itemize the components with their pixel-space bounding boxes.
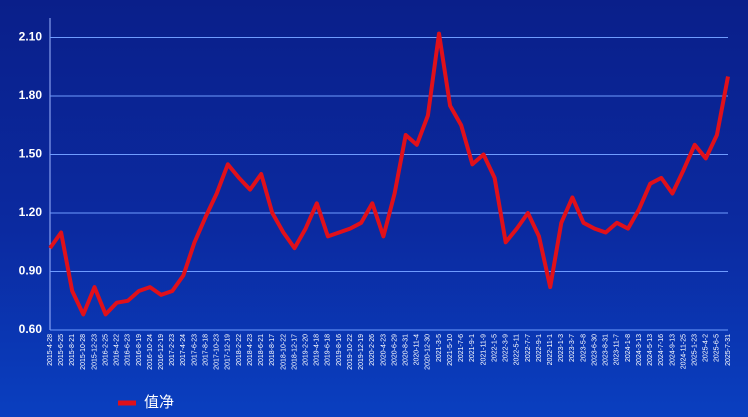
y-tick-label: 0.60	[19, 322, 43, 336]
x-tick-label: 2016-4-22	[114, 334, 121, 366]
x-tick-label: 2015-6-25	[58, 334, 65, 366]
x-tick-label: 2022-7-7	[525, 334, 532, 362]
x-tick-label: 2018-6-21	[258, 334, 265, 366]
x-tick-label: 2024-9-13	[669, 334, 676, 366]
x-tick-label: 2016-10-24	[147, 334, 154, 370]
x-tick-label: 2020-4-23	[380, 334, 387, 366]
x-tick-label: 2017-2-23	[169, 334, 176, 366]
x-tick-label: 2015-10-28	[80, 334, 87, 370]
x-tick-label: 2019-10-22	[347, 334, 354, 370]
x-tick-label: 2025-1-23	[691, 334, 698, 366]
x-tick-label: 2016-6-23	[125, 334, 132, 366]
x-tick-label: 2020-8-31	[403, 334, 410, 366]
x-tick-label: 2023-11-7	[614, 334, 621, 366]
x-tick-label: 2019-8-16	[336, 334, 343, 366]
x-tick-label: 2020-2-26	[369, 334, 376, 366]
x-tick-label: 2023-8-31	[603, 334, 610, 366]
x-tick-label: 2019-2-20	[302, 334, 309, 366]
x-tick-label: 2019-4-18	[314, 334, 321, 366]
x-tick-label: 2023-3-7	[569, 334, 576, 362]
y-tick-label: 2.10	[19, 30, 43, 44]
x-tick-label: 2025-7-31	[725, 334, 732, 366]
x-tick-label: 2021-7-6	[458, 334, 465, 362]
x-tick-label: 2017-4-24	[180, 334, 187, 366]
x-tick-label: 2020-12-30	[425, 334, 432, 370]
x-tick-label: 2019-12-19	[358, 334, 365, 370]
x-tick-label: 2023-5-8	[580, 334, 587, 362]
x-tick-label: 2018-2-22	[236, 334, 243, 366]
x-tick-label: 2022-5-11	[514, 334, 521, 366]
x-tick-label: 2019-6-18	[325, 334, 332, 366]
x-tick-label: 2021-5-10	[447, 334, 454, 366]
x-tick-label: 2022-11-1	[547, 334, 554, 366]
x-tick-label: 2024-5-13	[647, 334, 654, 366]
x-tick-label: 2018-12-17	[291, 334, 298, 370]
data-line	[48, 31, 730, 317]
x-tick-label: 2017-10-23	[214, 334, 221, 370]
x-tick-label: 2017-6-23	[191, 334, 198, 366]
x-tick-label: 2018-4-23	[247, 334, 254, 366]
x-tick-label: 2015-8-21	[69, 334, 76, 366]
y-tick-label: 1.20	[19, 205, 43, 219]
x-tick-label: 2020-11-4	[414, 334, 421, 366]
x-tick-label: 2018-8-17	[269, 334, 276, 366]
x-tick-label: 2017-8-18	[202, 334, 209, 366]
x-tick-label: 2023-6-30	[591, 334, 598, 366]
x-tick-label: 2025-6-5	[714, 334, 721, 362]
x-tick-label: 2018-10-22	[280, 334, 287, 370]
y-tick-label: 1.50	[19, 147, 43, 161]
x-tick-label: 2024-7-16	[658, 334, 665, 366]
y-tick-label: 0.90	[19, 264, 43, 278]
x-tick-label: 2024-11-25	[680, 334, 687, 369]
x-tick-label: 2015-12-23	[91, 334, 98, 370]
x-tick-label: 2017-12-19	[225, 334, 232, 370]
y-tick-label: 1.80	[19, 88, 43, 102]
x-tick-label: 2016-12-19	[158, 334, 165, 370]
x-tick-label: 2021-9-1	[469, 334, 476, 362]
x-tick-label: 2022-3-9	[503, 334, 510, 362]
x-tick-label: 2020-6-29	[391, 334, 398, 366]
x-tick-label: 2025-4-2	[703, 334, 710, 362]
x-tick-label: 2024-3-13	[636, 334, 643, 366]
x-tick-label: 2022-9-1	[536, 334, 543, 362]
x-tick-label: 2016-8-19	[136, 334, 143, 366]
x-tick-label: 2024-1-8	[625, 334, 632, 362]
x-tick-label: 2021-3-5	[436, 334, 443, 362]
x-tick-label: 2016-2-25	[102, 334, 109, 366]
x-tick-label: 2021-11-9	[480, 334, 487, 366]
x-tick-label: 2023-1-3	[558, 334, 565, 362]
x-tick-label: 2015-4-28	[47, 334, 54, 366]
legend-label: 值净	[144, 394, 174, 411]
x-tick-label: 2022-1-5	[491, 334, 498, 362]
